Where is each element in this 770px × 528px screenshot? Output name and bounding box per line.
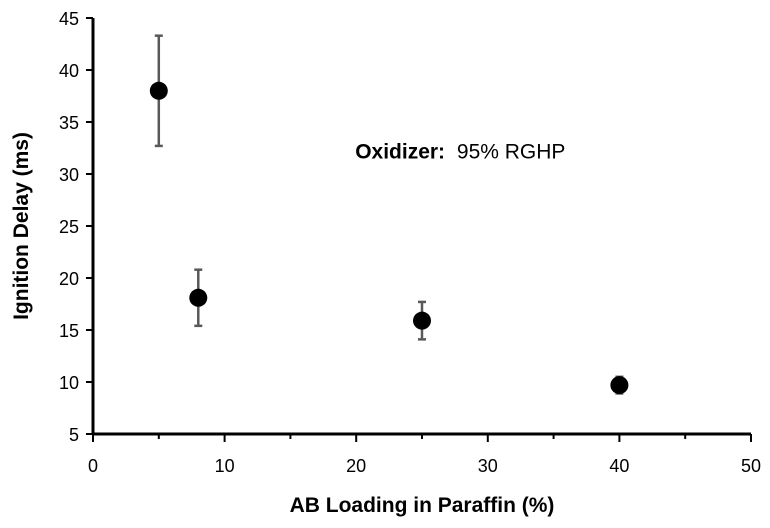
y-axis-title: Ignition Delay (ms) [10, 132, 33, 320]
y-tick-label: 10 [59, 373, 79, 393]
axes [91, 18, 751, 436]
y-tick-label: 30 [59, 165, 79, 185]
x-ticks: 0 10 20 30 40 50 [88, 434, 761, 476]
x-tick-label: 10 [215, 456, 235, 476]
x-tick-label: 50 [741, 456, 761, 476]
x-axis-title: AB Loading in Paraffin (%) [290, 494, 555, 517]
annotation: Oxidizer: 95% RGHP [355, 140, 565, 163]
y-tick-label: 20 [59, 269, 79, 289]
x-tick-label: 40 [609, 456, 629, 476]
x-tick-label: 20 [346, 456, 366, 476]
y-ticks: 5 10 15 20 25 30 35 40 45 [59, 9, 93, 445]
x-tick-label: 0 [88, 456, 98, 476]
annotation-value: 95% RGHP [457, 140, 566, 163]
annotation-label: Oxidizer: [355, 140, 445, 163]
data-point-3 [610, 376, 629, 395]
data-point-1 [189, 288, 208, 307]
y-tick-label: 45 [59, 9, 79, 29]
y-tick-label: 40 [59, 61, 79, 81]
y-tick-label: 5 [69, 425, 79, 445]
data-points [149, 81, 629, 395]
data-point-0 [149, 81, 168, 100]
y-tick-label: 25 [59, 217, 79, 237]
data-point-2 [413, 311, 431, 330]
y-tick-label: 35 [59, 113, 79, 133]
y-tick-label: 15 [59, 321, 79, 341]
error-bars [154, 34, 624, 395]
x-tick-label: 30 [478, 456, 498, 476]
